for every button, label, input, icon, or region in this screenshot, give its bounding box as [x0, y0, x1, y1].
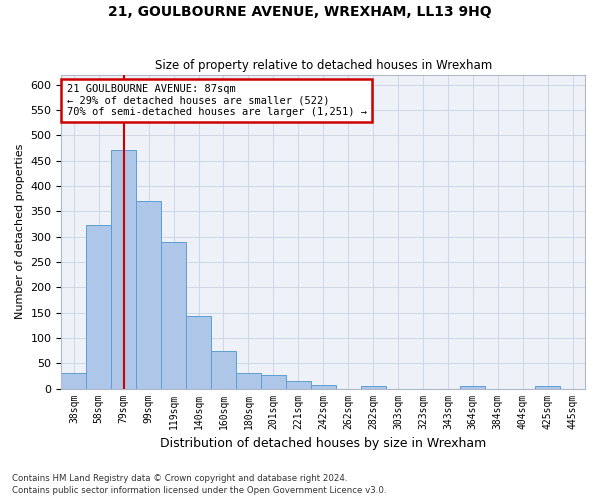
Bar	[161, 242, 186, 388]
Bar	[361, 386, 386, 388]
Bar	[311, 384, 335, 388]
Bar	[236, 374, 261, 388]
Bar	[86, 226, 111, 388]
Title: Size of property relative to detached houses in Wrexham: Size of property relative to detached ho…	[155, 59, 492, 72]
Bar	[460, 386, 485, 388]
Text: 21 GOULBOURNE AVENUE: 87sqm
← 29% of detached houses are smaller (522)
70% of se: 21 GOULBOURNE AVENUE: 87sqm ← 29% of det…	[67, 84, 367, 117]
Bar	[136, 201, 161, 388]
X-axis label: Distribution of detached houses by size in Wrexham: Distribution of detached houses by size …	[160, 437, 487, 450]
Bar	[111, 150, 136, 388]
Bar	[61, 374, 86, 388]
Bar	[261, 375, 286, 388]
Text: 21, GOULBOURNE AVENUE, WREXHAM, LL13 9HQ: 21, GOULBOURNE AVENUE, WREXHAM, LL13 9HQ	[108, 5, 492, 19]
Bar	[211, 350, 236, 389]
Y-axis label: Number of detached properties: Number of detached properties	[15, 144, 25, 319]
Text: Contains HM Land Registry data © Crown copyright and database right 2024.
Contai: Contains HM Land Registry data © Crown c…	[12, 474, 386, 495]
Bar	[186, 316, 211, 388]
Bar	[286, 381, 311, 388]
Bar	[535, 386, 560, 388]
